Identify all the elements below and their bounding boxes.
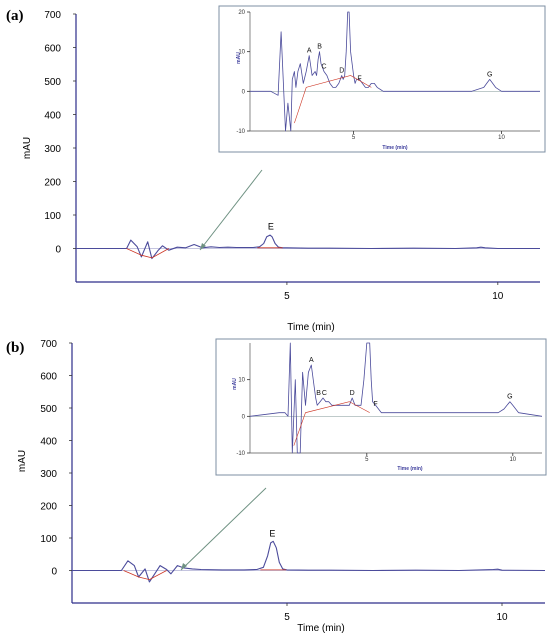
panel-b-inset-y-tick-label: 10 [238,378,245,384]
panel-b-inset-y-tick-label: 0 [242,414,246,420]
panel-b-y-tick-label: 700 [40,339,57,350]
panel-b-plot-area: E [72,529,546,583]
panel-a-inset-series-line-0 [250,11,540,132]
panel-b-inset-peak-label-D: D [350,390,355,397]
panel-b-y-tick-label: 300 [40,469,57,480]
panel-a-x-axis-label: Time (min) [287,322,334,333]
panel-b-y-tick-label: 500 [40,404,57,415]
panel-b-inset-peak-label-G: G [507,394,512,401]
panel-a-inset-peak-label-D: D [339,67,344,74]
panel-a-plot-area: E [76,221,540,260]
panel-a-y-tick-label: 700 [44,10,61,21]
panel-a-inset-x-label: Time (min) [382,145,408,151]
panel-b-inset-x-label: Time (min) [397,466,423,472]
panel-b-x-tick-label: 5 [284,612,290,623]
panel-b-y-tick-label: 600 [40,372,57,383]
panel-a-inset-y-tick-label: 10 [238,50,245,56]
panel-a-inset-peak-label-G: G [487,71,492,78]
panel-a-inset-peak-label-A: A [307,48,312,55]
panel-b-inset-peak-label-B: B [316,390,321,397]
panel-a-y-tick-label: 0 [55,245,61,256]
panel-a-inset-frame [218,5,546,153]
panel-a-y-tick-label: 300 [44,144,61,155]
panel-b-y-tick-label: 100 [40,534,57,545]
panel-a-inset-y-tick-label: 0 [242,89,246,95]
panel-a-inset-y-tick-label: 20 [238,10,245,16]
panel-b-series-line-0 [72,540,546,583]
panel-b-inset-x-tick-label: 10 [509,457,516,463]
panel-a-peak-label-E: E [268,221,274,231]
panel-b-tag: (b) [6,340,24,356]
panel-a-inset-axes: -10 0 10 20 5 10 [236,10,540,141]
panel-a-inset-baseline [294,75,372,124]
panel-b-inset: -10 0 10 5 10 mAU Time (min) A B C D F G [215,338,547,476]
panel-b-peak-label-E: E [269,529,275,539]
panel-b-inset-y-tick-label: -10 [236,451,245,457]
panel-a-y-tick-label: 400 [44,111,61,122]
panel-a-zoom-arrow [199,169,263,251]
panel-a-inset-y-label: mAU [236,52,242,64]
panel-a-x-tick-label: 5 [284,291,290,302]
panel-a-arrowhead-icon [200,243,206,250]
panel-b-x-axis-label: Time (min) [297,623,344,634]
panel-b-arrowhead-icon [181,563,187,570]
panel-b-y-axis-label: mAU [17,450,28,472]
panel-a-inset-peak-label-B: B [317,44,322,51]
panel-b-y-tick-label: 400 [40,437,57,448]
panel-b-inset-series-line-0 [249,342,543,454]
panel-b-zoom-arrow [180,487,267,571]
panel-b-inset-y-label: mAU [232,378,238,390]
panel-b-inset-peak-label-C: C [322,390,327,397]
panel-a-inset-plot-area: AB C D F G [250,11,540,132]
panel-b-inset-peak-label-A: A [309,357,314,364]
panel-a-inset-peak-label-F: F [357,75,361,82]
panel-b-inset-frame [215,338,547,476]
panel-b-inset-x-tick-label: 5 [365,457,369,463]
panel-a-inset: -10 0 10 20 5 10 mAU Time (min) AB C D F G [218,5,546,153]
panel-a-y-tick-label: 100 [44,211,61,222]
panel-a-inset-peak-label-C: C [321,64,326,71]
panel-a-inset-y-tick-label: -10 [236,129,245,135]
panel-a-x-tick-label: 10 [492,291,504,302]
panel-a-inset-x-tick-label: 10 [498,135,505,141]
panel-a-tag: (a) [6,8,24,24]
panel-b-inset-plot-area: A B C D F G [249,342,543,454]
panel-b-y-tick-label: 0 [51,567,57,578]
panel-a-y-tick-label: 500 [44,77,61,88]
panel-b-inset-peak-label-F: F [373,401,377,408]
panel-b-inset-baseline [293,401,370,446]
panel-b-x-tick-label: 10 [496,612,508,623]
panel-a-inset-x-tick-label: 5 [352,135,356,141]
panel-a-early-baseline [126,248,169,259]
panel-a-y-axis-label: mAU [22,137,33,159]
panel-a-series-line-0 [76,234,540,260]
panel-b-y-tick-label: 200 [40,502,57,513]
panel-a-y-tick-label: 200 [44,178,61,189]
panel-b-early-baseline [123,570,167,581]
panel-a-y-tick-label: 600 [44,44,61,55]
